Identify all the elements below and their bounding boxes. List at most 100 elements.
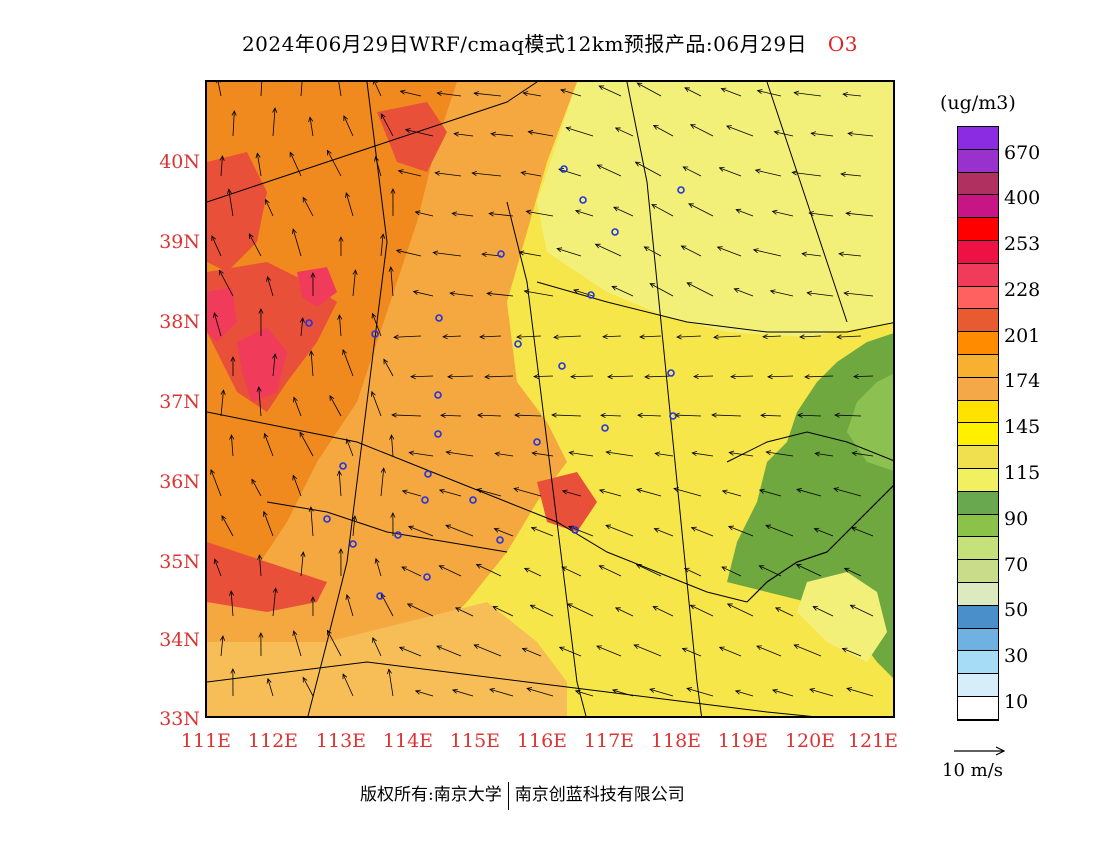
- wind-arrow-icon: [449, 291, 474, 297]
- wind-arrow-icon: [263, 432, 274, 457]
- wind-arrow-icon: [756, 89, 782, 97]
- station-marker-icon[interactable]: [560, 165, 568, 173]
- wind-arrow-icon: [566, 603, 594, 617]
- wind-arrow-icon: [343, 115, 354, 137]
- lat-label: 36N: [159, 471, 200, 493]
- wind-arrow-icon: [573, 288, 594, 297]
- wind-arrow-icon: [639, 334, 662, 340]
- wind-arrow-icon: [596, 164, 622, 177]
- wind-arrow-icon: [220, 389, 226, 417]
- wind-arrow-icon: [793, 644, 822, 657]
- lat-label: 38N: [159, 311, 200, 333]
- wind-arrow-icon: [611, 688, 634, 697]
- wind-arrow-icon: [850, 526, 874, 537]
- legend-color-box: [958, 400, 998, 424]
- station-marker-icon[interactable]: [469, 496, 477, 504]
- wind-arrow-icon: [634, 161, 662, 177]
- station-marker-icon[interactable]: [305, 319, 313, 327]
- lon-label: 111E: [180, 730, 232, 752]
- ozone-map[interactable]: [207, 82, 895, 718]
- station-marker-icon[interactable]: [349, 540, 357, 548]
- wind-arrow-icon: [230, 668, 236, 697]
- wind-arrow-icon: [445, 524, 474, 537]
- wind-arrow-icon: [292, 474, 302, 497]
- wind-arrow-icon: [338, 82, 342, 97]
- station-marker-icon[interactable]: [339, 462, 347, 470]
- wind-arrow-icon: [681, 647, 702, 657]
- wind-arrow-icon: [799, 334, 822, 340]
- wind-arrow-icon: [814, 451, 834, 457]
- wind-arrow-icon: [845, 211, 874, 217]
- wind-arrow-icon: [213, 312, 222, 337]
- wind-arrow-icon: [345, 192, 354, 217]
- station-marker-icon[interactable]: [571, 526, 579, 534]
- station-marker-icon[interactable]: [434, 430, 442, 438]
- wind-arrow-icon: [654, 451, 674, 457]
- station-marker-icon[interactable]: [371, 330, 379, 338]
- wind-arrow-icon: [342, 348, 354, 377]
- station-marker-icon[interactable]: [434, 391, 442, 399]
- station-marker-icon[interactable]: [423, 573, 431, 581]
- wind-arrow-icon: [735, 208, 754, 217]
- wind-arrow-icon: [561, 489, 582, 497]
- lon-label: 115E: [449, 730, 501, 752]
- wind-arrow-icon: [711, 412, 742, 418]
- wind-arrow-icon: [686, 282, 714, 297]
- legend-color-box: [958, 309, 998, 333]
- wind-arrow-icon: [447, 374, 474, 380]
- station-marker-icon[interactable]: [323, 515, 331, 523]
- wind-arrow-icon: [801, 251, 822, 257]
- wind-arrow-icon: [436, 645, 462, 657]
- station-marker-icon[interactable]: [611, 228, 619, 236]
- station-marker-icon[interactable]: [669, 412, 677, 420]
- wind-reference-label: 10 m/s: [942, 760, 1003, 781]
- wind-arrow-icon: [684, 87, 702, 97]
- wind-arrow-icon: [560, 88, 582, 97]
- lon-label: 113E: [315, 730, 367, 752]
- copyright: 版权所有:南京大学 南京创蓝科技有限公司: [360, 780, 685, 810]
- station-marker-icon[interactable]: [579, 196, 587, 204]
- station-marker-icon[interactable]: [424, 470, 432, 478]
- station-marker-icon[interactable]: [435, 314, 443, 322]
- station-marker-icon[interactable]: [533, 438, 541, 446]
- wind-arrow-icon: [756, 645, 782, 657]
- wind-arrow-icon: [793, 90, 822, 97]
- wind-arrow-icon: [523, 289, 554, 297]
- station-marker-icon[interactable]: [394, 531, 402, 539]
- wind-arrow-icon: [522, 91, 542, 97]
- station-marker-icon[interactable]: [376, 592, 384, 600]
- station-marker-icon[interactable]: [587, 291, 595, 299]
- wind-arrow-icon: [775, 607, 794, 617]
- field-red-patch-north-2: [377, 102, 447, 172]
- legend-color-box: [958, 423, 998, 447]
- wind-arrow-icon: [451, 211, 474, 217]
- wind-arrow-icon: [716, 246, 742, 257]
- wind-arrow-icon: [594, 243, 622, 257]
- legend-color-box: [958, 696, 998, 720]
- wind-arrow-icon: [733, 288, 754, 297]
- wind-arrow-icon: [219, 635, 226, 657]
- station-marker-icon[interactable]: [601, 424, 609, 432]
- legend-color-box: [958, 332, 998, 355]
- legend-color-box: [958, 491, 998, 515]
- station-marker-icon[interactable]: [497, 250, 505, 258]
- station-marker-icon[interactable]: [558, 362, 566, 370]
- wind-arrow-icon: [806, 290, 834, 297]
- field-pink-hotspot-2: [297, 267, 337, 307]
- station-marker-icon[interactable]: [677, 186, 685, 194]
- station-marker-icon[interactable]: [496, 536, 504, 544]
- map-frame[interactable]: [205, 80, 895, 718]
- station-marker-icon[interactable]: [514, 340, 522, 348]
- wind-arrow-icon: [643, 246, 662, 257]
- station-marker-icon[interactable]: [421, 496, 429, 504]
- wind-arrow-icon: [769, 289, 794, 297]
- wind-arrow-icon: [257, 554, 263, 577]
- wind-arrow-icon: [389, 434, 395, 457]
- wind-arrow-icon: [336, 470, 343, 497]
- wind-arrow-icon: [383, 358, 394, 377]
- wind-arrow-icon: [436, 91, 462, 97]
- station-marker-icon[interactable]: [667, 369, 675, 377]
- wind-arrow-icon: [476, 488, 502, 497]
- wind-arrow-icon: [438, 565, 462, 577]
- legend-color-box: [958, 127, 998, 150]
